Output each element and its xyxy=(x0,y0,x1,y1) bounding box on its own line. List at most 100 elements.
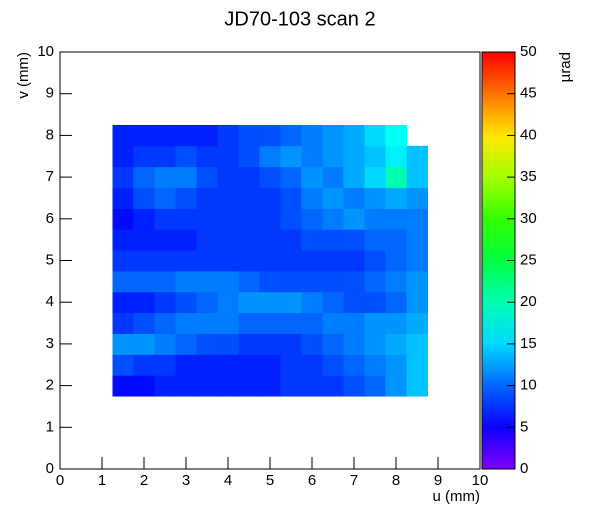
heatmap-cell xyxy=(280,187,302,209)
heatmap-cell xyxy=(364,208,386,230)
heatmap-cell xyxy=(301,375,323,397)
heatmap-cell xyxy=(175,229,197,251)
heatmap-cell xyxy=(112,375,134,397)
heatmap-cell xyxy=(196,166,218,189)
heatmap-cell xyxy=(175,375,197,397)
heatmap-cell xyxy=(259,145,281,168)
heatmap-cell xyxy=(196,312,218,334)
heatmap-cell xyxy=(238,124,260,147)
heatmap-cell xyxy=(196,375,218,397)
heatmap-cell xyxy=(154,229,176,251)
heatmap-cell xyxy=(364,333,386,355)
x-tick-label: 3 xyxy=(182,472,190,489)
heatmap-cell xyxy=(406,375,428,397)
heatmap-cell xyxy=(238,166,260,189)
heatmap-cell xyxy=(196,187,218,209)
heatmap-cell xyxy=(364,375,386,397)
heatmap-cell xyxy=(196,291,218,314)
heatmap-cell xyxy=(154,291,176,314)
heatmap-cell xyxy=(133,250,155,272)
z-tick-label: 5 xyxy=(520,418,528,435)
heatmap-cell xyxy=(112,124,134,147)
heatmap-cell xyxy=(112,250,134,272)
heatmap-cell xyxy=(133,208,155,230)
heatmap-cell xyxy=(238,375,260,397)
heatmap-cell xyxy=(154,124,176,147)
y-tick-label: 4 xyxy=(46,293,54,310)
heatmap-cell xyxy=(259,229,281,251)
heatmap-cell xyxy=(154,250,176,272)
heatmap-cell xyxy=(280,208,302,230)
heatmap-cell xyxy=(280,166,302,189)
x-tick-label: 6 xyxy=(308,472,316,489)
heatmap-cell xyxy=(154,166,176,189)
heatmap-cell xyxy=(406,312,428,334)
heatmap-cell xyxy=(343,166,365,189)
heatmap-cell xyxy=(322,333,344,355)
y-axis-label: v (mm) xyxy=(15,52,32,99)
heatmap-cell xyxy=(196,354,218,376)
heatmap-cell xyxy=(196,333,218,355)
heatmap-cell xyxy=(343,312,365,334)
z-tick-label: 0 xyxy=(520,460,528,477)
heatmap-cell xyxy=(112,270,134,293)
heatmap-cell xyxy=(385,270,407,293)
heatmap-cell xyxy=(154,270,176,293)
x-tick-label: 8 xyxy=(392,472,400,489)
heatmap-cell xyxy=(343,375,365,397)
heatmap-cell xyxy=(322,250,344,272)
x-axis-label: u (mm) xyxy=(433,488,481,505)
heatmap-cell xyxy=(154,187,176,209)
heatmap-cell xyxy=(259,291,281,314)
heatmap-cell xyxy=(385,333,407,355)
heatmap-cell xyxy=(175,187,197,209)
z-tick-label: 25 xyxy=(520,251,537,268)
heatmap-cell xyxy=(238,354,260,376)
x-tick-label: 0 xyxy=(56,472,64,489)
heatmap-cell xyxy=(280,333,302,355)
heatmap-cell xyxy=(196,229,218,251)
heatmap-cell xyxy=(385,124,407,147)
heatmap-cell xyxy=(175,333,197,355)
heatmap-cell xyxy=(364,145,386,168)
heatmap-cell xyxy=(217,229,239,251)
heatmap-cell xyxy=(280,270,302,293)
heatmap-cell xyxy=(280,312,302,334)
heatmap-cell xyxy=(406,208,428,230)
heatmap-cell xyxy=(196,124,218,147)
heatmap-cell xyxy=(322,187,344,209)
heatmap-cell xyxy=(217,270,239,293)
heatmap-cell xyxy=(112,291,134,314)
heatmap-cell xyxy=(343,124,365,147)
heatmap-cell xyxy=(301,312,323,334)
heatmap-cell xyxy=(322,166,344,189)
heatmap-cell xyxy=(385,312,407,334)
heatmap-cell xyxy=(406,354,428,376)
heatmap-cell xyxy=(322,312,344,334)
heatmap-cell xyxy=(133,375,155,397)
z-tick-label: 50 xyxy=(520,43,537,60)
z-tick-label: 40 xyxy=(520,126,537,143)
x-tick-label: 7 xyxy=(350,472,358,489)
heatmap-cell xyxy=(364,312,386,334)
heatmap-cell xyxy=(322,208,344,230)
x-tick-label: 2 xyxy=(140,472,148,489)
heatmap-cell xyxy=(175,270,197,293)
heatmap-cell xyxy=(343,229,365,251)
heatmap-cell xyxy=(175,354,197,376)
heatmap-cell xyxy=(259,333,281,355)
z-tick-label: 20 xyxy=(520,293,537,310)
z-tick-label: 15 xyxy=(520,335,537,352)
heatmap-cell xyxy=(301,250,323,272)
heatmap-cell xyxy=(406,333,428,355)
heatmap-cell xyxy=(175,250,197,272)
z-tick-label: 45 xyxy=(520,85,537,102)
heatmap-cell xyxy=(322,375,344,397)
heatmap-cell xyxy=(406,229,428,251)
heatmap-cell xyxy=(133,166,155,189)
heatmap-cell xyxy=(133,354,155,376)
y-tick-label: 1 xyxy=(46,418,54,435)
heatmap-cell xyxy=(385,375,407,397)
heatmap-cell xyxy=(406,145,428,168)
y-tick-label: 6 xyxy=(46,210,54,227)
